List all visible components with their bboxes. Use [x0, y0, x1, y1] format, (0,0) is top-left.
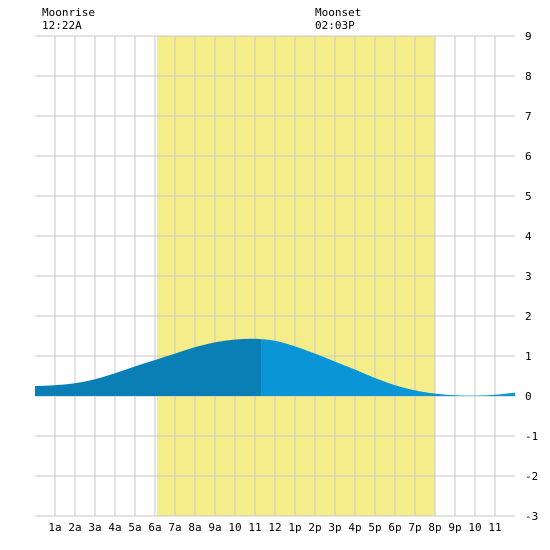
- x-tick-label: 2a: [68, 521, 81, 534]
- tide-area-past: [35, 338, 261, 396]
- y-tick-label: 7: [525, 110, 532, 123]
- moonrise-time: 12:22A: [42, 19, 82, 32]
- y-tick-label: -1: [525, 430, 538, 443]
- x-tick-label: 9p: [448, 521, 461, 534]
- x-tick-label: 3a: [88, 521, 101, 534]
- x-tick-label: 7a: [168, 521, 181, 534]
- x-tick-label: 11: [488, 521, 501, 534]
- x-tick-label: 8a: [188, 521, 201, 534]
- y-tick-label: 3: [525, 270, 532, 283]
- x-tick-label: 1a: [48, 521, 61, 534]
- x-tick-label: 1p: [288, 521, 301, 534]
- y-tick-label: 5: [525, 190, 532, 203]
- x-tick-label: 9a: [208, 521, 221, 534]
- x-tick-label: 6a: [148, 521, 161, 534]
- y-tick-label: 0: [525, 390, 532, 403]
- y-tick-label: -3: [525, 510, 538, 523]
- x-tick-label: 7p: [408, 521, 421, 534]
- y-tick-label: 9: [525, 30, 532, 43]
- x-tick-label: 5a: [128, 521, 141, 534]
- x-tick-label: 10: [228, 521, 241, 534]
- y-tick-label: -2: [525, 470, 538, 483]
- x-tick-label: 4p: [348, 521, 361, 534]
- x-tick-label: 12: [268, 521, 281, 534]
- x-tick-label: 5p: [368, 521, 381, 534]
- y-tick-label: 8: [525, 70, 532, 83]
- x-tick-label: 10: [468, 521, 481, 534]
- moonset-time: 02:03P: [315, 19, 355, 32]
- y-tick-label: 6: [525, 150, 532, 163]
- y-tick-label: 2: [525, 310, 532, 323]
- x-tick-label: 4a: [108, 521, 121, 534]
- x-tick-label: 2p: [308, 521, 321, 534]
- x-tick-label: 3p: [328, 521, 341, 534]
- moonrise-label: Moonrise: [42, 6, 95, 19]
- x-tick-label: 8p: [428, 521, 441, 534]
- x-tick-label: 11: [248, 521, 261, 534]
- y-tick-label: 1: [525, 350, 532, 363]
- tide-area-future: [261, 339, 515, 396]
- moonset-label: Moonset: [315, 6, 362, 19]
- y-tick-label: 4: [525, 230, 532, 243]
- x-tick-label: 6p: [388, 521, 401, 534]
